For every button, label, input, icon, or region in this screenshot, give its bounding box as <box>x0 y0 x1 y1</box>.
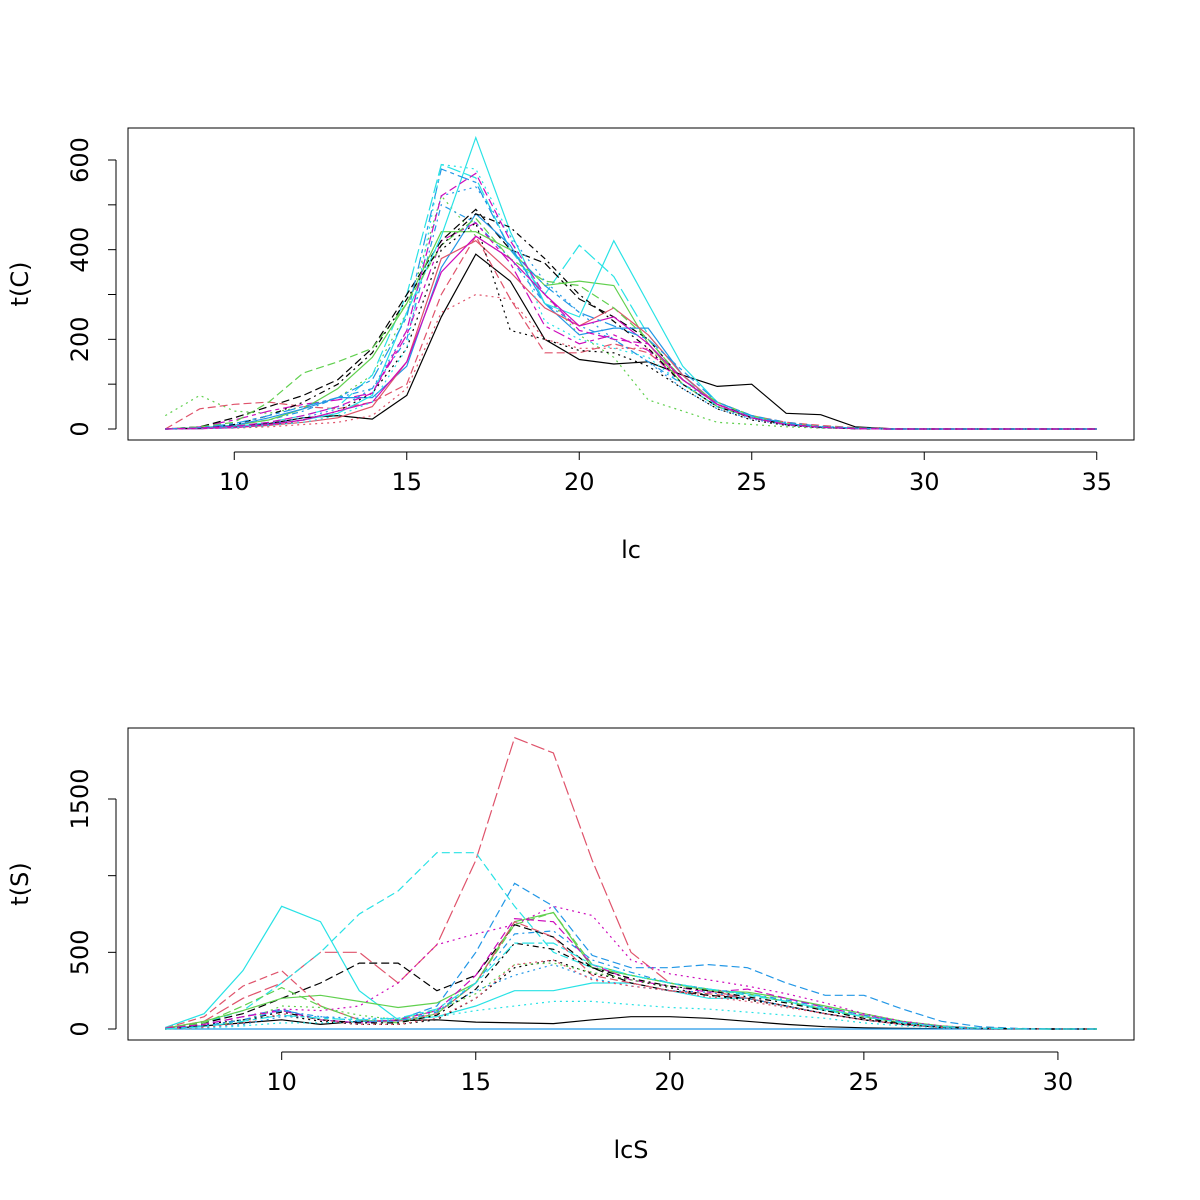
top-y-tick-label: 200 <box>66 316 94 362</box>
top-series-line-18 <box>165 168 1097 430</box>
top-x-tick-label: 25 <box>736 468 767 496</box>
bottom-plot-panel: lcS t(S) 10 15 20 25 30 0 500 1500 <box>6 727 1135 1164</box>
top-x-tick-label: 35 <box>1081 468 1112 496</box>
bottom-y-tick-label: 0 <box>66 1021 94 1036</box>
top-series-line-20 <box>165 172 1097 430</box>
bottom-x-tick-label: 30 <box>1043 1068 1074 1096</box>
top-y-tick-label: 600 <box>66 137 94 183</box>
bottom-series-line-20 <box>165 942 1097 1030</box>
top-y-axis-label: t(C) <box>6 262 34 307</box>
bottom-y-axis-label: t(S) <box>6 862 34 905</box>
bottom-series-line-18 <box>165 959 1097 1030</box>
top-series-line-17 <box>165 213 1097 430</box>
bottom-series-group <box>165 736 1097 1030</box>
bottom-series-line-19 <box>165 930 1097 1030</box>
top-plot-frame <box>127 127 1135 441</box>
top-x-tick-label: 15 <box>391 468 422 496</box>
top-x-tick-label: 10 <box>219 468 250 496</box>
top-y-tick-label: 0 <box>66 421 94 436</box>
top-x-axis-label: lc <box>621 536 641 564</box>
top-series-line-14 <box>165 217 1097 430</box>
bottom-series-line-16 <box>165 962 1097 1030</box>
top-x-tick-label: 20 <box>564 468 595 496</box>
top-x-tick-label: 30 <box>909 468 940 496</box>
top-plot-panel: lc t(C) 10 15 20 25 30 35 0 200 400 600 <box>6 127 1135 564</box>
bottom-y-tick-label: 500 <box>66 929 94 975</box>
bottom-x-axis-label: lcS <box>613 1136 648 1164</box>
top-y-tick-label: 400 <box>66 227 94 273</box>
top-series-line-2 <box>164 234 1097 430</box>
bottom-y-tick-label: 1500 <box>66 768 94 829</box>
bottom-series-line-9 <box>165 920 1097 1030</box>
bottom-x-tick-label: 15 <box>460 1068 491 1096</box>
bottom-x-tick-label: 10 <box>266 1068 297 1096</box>
bottom-series-line-10 <box>165 905 1097 1030</box>
top-series-group <box>164 135 1097 430</box>
bottom-x-tick-label: 20 <box>655 1068 686 1096</box>
bottom-plot-frame <box>127 727 1135 1041</box>
bottom-x-tick-label: 25 <box>849 1068 880 1096</box>
